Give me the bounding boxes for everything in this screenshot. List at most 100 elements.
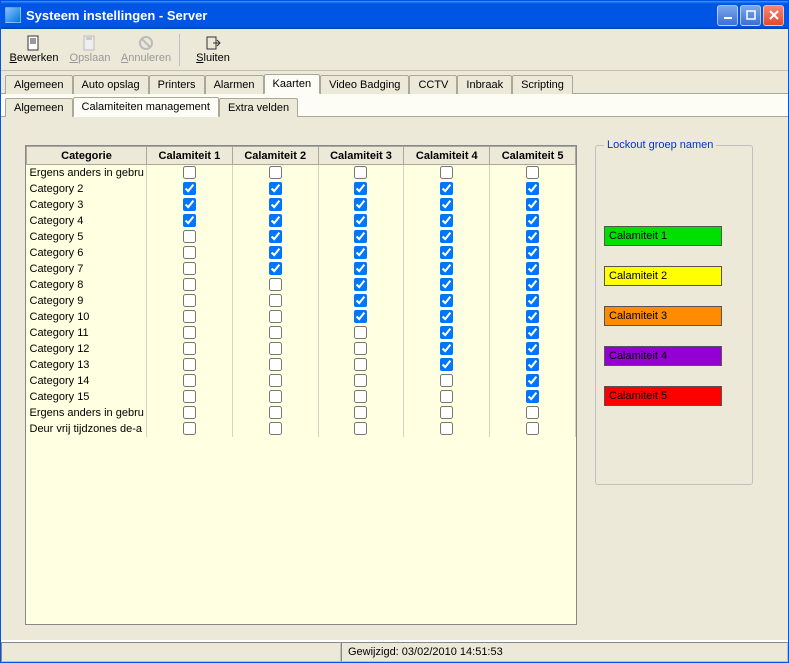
lockout-item[interactable]: Calamiteit 4 bbox=[604, 346, 722, 366]
calamity-checkbox[interactable] bbox=[354, 406, 367, 419]
main-tab[interactable]: CCTV bbox=[409, 75, 457, 94]
main-tab[interactable]: Kaarten bbox=[264, 74, 321, 94]
calamity-checkbox[interactable] bbox=[526, 182, 539, 195]
calamity-checkbox[interactable] bbox=[354, 246, 367, 259]
calamity-checkbox[interactable] bbox=[526, 214, 539, 227]
column-header[interactable]: Categorie bbox=[27, 147, 147, 165]
calamity-checkbox[interactable] bbox=[183, 310, 196, 323]
calamity-checkbox[interactable] bbox=[440, 310, 453, 323]
calamity-checkbox[interactable] bbox=[526, 358, 539, 371]
calamity-checkbox[interactable] bbox=[183, 326, 196, 339]
calamity-checkbox[interactable] bbox=[183, 166, 196, 179]
calamity-checkbox[interactable] bbox=[354, 262, 367, 275]
calamity-checkbox[interactable] bbox=[526, 246, 539, 259]
calamity-checkbox[interactable] bbox=[440, 230, 453, 243]
calamity-checkbox[interactable] bbox=[269, 374, 282, 387]
calamity-checkbox[interactable] bbox=[183, 422, 196, 435]
calamity-checkbox[interactable] bbox=[183, 230, 196, 243]
calamity-checkbox[interactable] bbox=[183, 390, 196, 403]
calamity-checkbox[interactable] bbox=[269, 406, 282, 419]
calamity-checkbox[interactable] bbox=[269, 278, 282, 291]
column-header[interactable]: Calamiteit 5 bbox=[490, 147, 576, 165]
calamity-checkbox[interactable] bbox=[269, 262, 282, 275]
calamity-checkbox[interactable] bbox=[526, 230, 539, 243]
main-tab[interactable]: Auto opslag bbox=[73, 75, 149, 94]
calamity-checkbox[interactable] bbox=[440, 198, 453, 211]
calamity-checkbox[interactable] bbox=[440, 358, 453, 371]
calamity-checkbox[interactable] bbox=[526, 310, 539, 323]
calamity-checkbox[interactable] bbox=[183, 214, 196, 227]
calamity-checkbox[interactable] bbox=[354, 422, 367, 435]
calamity-checkbox[interactable] bbox=[354, 294, 367, 307]
calamity-checkbox[interactable] bbox=[269, 230, 282, 243]
calamity-checkbox[interactable] bbox=[440, 422, 453, 435]
column-header[interactable]: Calamiteit 2 bbox=[232, 147, 318, 165]
calamity-checkbox[interactable] bbox=[183, 294, 196, 307]
calamity-checkbox[interactable] bbox=[440, 166, 453, 179]
calamity-checkbox[interactable] bbox=[440, 326, 453, 339]
calamity-checkbox[interactable] bbox=[354, 374, 367, 387]
calamity-checkbox[interactable] bbox=[269, 182, 282, 195]
edit-button[interactable]: Bewerken bbox=[7, 31, 61, 69]
calamity-checkbox[interactable] bbox=[354, 230, 367, 243]
calamity-checkbox[interactable] bbox=[440, 246, 453, 259]
calamity-checkbox[interactable] bbox=[269, 294, 282, 307]
calamity-checkbox[interactable] bbox=[354, 358, 367, 371]
calamity-checkbox[interactable] bbox=[526, 198, 539, 211]
calamity-checkbox[interactable] bbox=[526, 262, 539, 275]
calamity-checkbox[interactable] bbox=[269, 166, 282, 179]
lockout-item[interactable]: Calamiteit 1 bbox=[604, 226, 722, 246]
calamity-checkbox[interactable] bbox=[354, 326, 367, 339]
calamity-checkbox[interactable] bbox=[526, 406, 539, 419]
main-tab[interactable]: Printers bbox=[149, 75, 205, 94]
calamity-checkbox[interactable] bbox=[354, 166, 367, 179]
calamity-checkbox[interactable] bbox=[526, 390, 539, 403]
calamity-checkbox[interactable] bbox=[269, 422, 282, 435]
close-button[interactable] bbox=[763, 5, 784, 26]
calamity-checkbox[interactable] bbox=[183, 358, 196, 371]
calamity-checkbox[interactable] bbox=[269, 342, 282, 355]
calamity-checkbox[interactable] bbox=[183, 342, 196, 355]
main-tab[interactable]: Algemeen bbox=[5, 75, 73, 94]
main-tab[interactable]: Video Badging bbox=[320, 75, 409, 94]
calamity-checkbox[interactable] bbox=[354, 198, 367, 211]
calamity-checkbox[interactable] bbox=[526, 294, 539, 307]
calamity-checkbox[interactable] bbox=[440, 342, 453, 355]
calamity-checkbox[interactable] bbox=[183, 198, 196, 211]
calamity-checkbox[interactable] bbox=[354, 342, 367, 355]
calamity-checkbox[interactable] bbox=[440, 390, 453, 403]
calamity-checkbox[interactable] bbox=[354, 310, 367, 323]
maximize-button[interactable] bbox=[740, 5, 761, 26]
calamity-checkbox[interactable] bbox=[183, 374, 196, 387]
calamity-checkbox[interactable] bbox=[440, 214, 453, 227]
calamity-checkbox[interactable] bbox=[526, 374, 539, 387]
minimize-button[interactable] bbox=[717, 5, 738, 26]
calamity-checkbox[interactable] bbox=[269, 390, 282, 403]
calamity-checkbox[interactable] bbox=[526, 422, 539, 435]
sub-tab[interactable]: Calamiteiten management bbox=[73, 97, 219, 117]
calamity-checkbox[interactable] bbox=[269, 246, 282, 259]
close-tool-button[interactable]: Sluiten bbox=[186, 31, 240, 69]
main-tab[interactable]: Scripting bbox=[512, 75, 573, 94]
calamity-checkbox[interactable] bbox=[183, 262, 196, 275]
calamity-checkbox[interactable] bbox=[440, 262, 453, 275]
calamity-checkbox[interactable] bbox=[269, 198, 282, 211]
calamity-checkbox[interactable] bbox=[354, 278, 367, 291]
lockout-item[interactable]: Calamiteit 2 bbox=[604, 266, 722, 286]
calamity-checkbox[interactable] bbox=[440, 182, 453, 195]
calamity-checkbox[interactable] bbox=[526, 326, 539, 339]
calamity-checkbox[interactable] bbox=[440, 278, 453, 291]
calamity-checkbox[interactable] bbox=[440, 374, 453, 387]
calamity-checkbox[interactable] bbox=[269, 214, 282, 227]
main-tab[interactable]: Alarmen bbox=[205, 75, 264, 94]
column-header[interactable]: Calamiteit 3 bbox=[318, 147, 404, 165]
sub-tab[interactable]: Extra velden bbox=[219, 98, 298, 117]
calamity-checkbox[interactable] bbox=[440, 406, 453, 419]
main-tab[interactable]: Inbraak bbox=[457, 75, 512, 94]
calamity-checkbox[interactable] bbox=[354, 390, 367, 403]
column-header[interactable]: Calamiteit 4 bbox=[404, 147, 490, 165]
calamity-checkbox[interactable] bbox=[269, 326, 282, 339]
calamity-checkbox[interactable] bbox=[183, 406, 196, 419]
column-header[interactable]: Calamiteit 1 bbox=[147, 147, 233, 165]
sub-tab[interactable]: Algemeen bbox=[5, 98, 73, 117]
